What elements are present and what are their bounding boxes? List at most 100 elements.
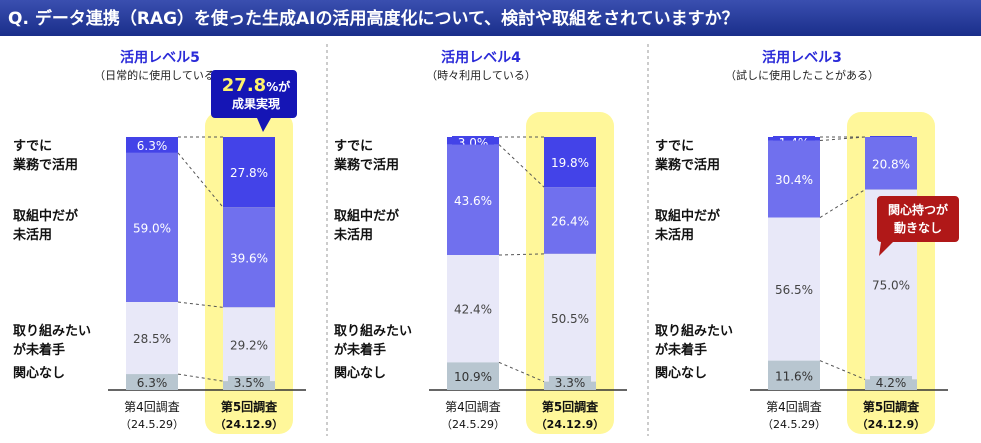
row-label: が未着手 [13,342,65,358]
row-label: 取り組みたい [13,323,91,339]
value-label: 50.5% [551,312,589,326]
connector-line [498,253,545,256]
bar-segment [865,137,917,190]
value-label: 6.3% [137,376,168,390]
title-bar-background [0,0,981,36]
value-label-box [870,376,912,390]
category-date: （24.5.29） [441,418,505,431]
value-label: 19.8% [551,156,589,170]
row-label: すでに [334,139,373,154]
row-label: 関心なし [13,366,65,381]
bar-segment [447,362,499,390]
value-label: 30.4% [775,173,813,187]
value-label-box [228,376,270,390]
row-label: 関心なし [334,366,386,381]
value-label-box [549,376,591,390]
value-label: 29.2% [230,338,268,352]
bar-segment [223,207,275,308]
row-label: が未着手 [334,342,386,358]
panel-2: 活用レベル4 （時々利用している） すでに業務で活用取組中だが未活用取り組みたいが未… [326,44,627,436]
panel-subtitle: （時々利用している） [426,69,536,82]
value-label: 56.5% [775,283,813,297]
connector-line [498,144,545,188]
value-label: 39.6% [230,251,268,265]
bar-segment [768,360,820,390]
callout-shape [877,196,959,256]
bar-segment [544,187,596,254]
row-label: 取り組みたい [655,323,733,339]
category-date: （24.5.29） [120,418,184,431]
bar-segment [126,302,178,375]
row-label: すでに [13,139,52,154]
row-label: 未活用 [12,227,52,243]
bar-segment [544,137,596,188]
bar-segment [447,255,499,363]
row-label: 取り組みたい [334,323,412,339]
panel-1: 活用レベル5 （日常的に使用している） すでに業務で活用取組中だが未活用取り組みたい… [12,49,306,434]
value-label: 3.5% [234,376,265,390]
bar-segment [544,253,596,382]
value-label: 6.3% [137,139,168,153]
callout-text: 成果実現 [232,96,280,111]
row-label: 業務で活用 [12,157,78,173]
row-label: 取組中だが [13,208,78,224]
connector-line [177,301,224,308]
value-label: 10.9% [454,370,492,384]
connector-line [819,136,866,142]
value-label: 28.5% [133,332,171,346]
value-label: 3.3% [555,376,586,390]
category-date: （24.12.9） [857,418,926,431]
row-label: 未活用 [654,227,694,243]
panel-subtitle: （日常的に使用している） [94,68,226,82]
panel-title: 活用レベル4 [441,49,521,66]
row-label: すでに [655,139,694,154]
value-label: 26.4% [551,214,589,228]
category-label: 第5回調査 [221,399,278,414]
category-label: 第5回調査 [542,399,599,414]
value-label: 20.8% [872,157,910,171]
category-date: （24.12.9） [215,418,284,431]
stacked-bar-2: 0.0%20.8%75.0%4.2% [865,136,917,390]
bar-segment [126,152,178,303]
category-label: 第5回調査 [863,399,920,414]
callout-text: 動きなし [894,220,942,235]
bar-segment [447,144,499,256]
bar-segment [223,137,275,208]
chart-panels: 活用レベル5 （日常的に使用している） すでに業務で活用取組中だが未活用取り組みたい… [12,44,959,436]
bar-segment [768,140,820,218]
value-label: 42.4% [454,303,492,317]
stacked-bar-2: 19.8% 26.4% 50.5% 3.3% [544,137,596,390]
category-date: （24.5.29） [762,418,826,431]
row-label: 未活用 [333,227,373,243]
bar-segment [126,374,178,390]
bar-segment [768,217,820,361]
value-label: 59.0% [133,221,171,235]
connector-line [498,361,545,383]
category-label: 第4回調査 [766,400,822,414]
category-label: 第4回調査 [124,400,180,414]
connector-line [177,373,224,382]
stacked-bar-2: 27.8% 39.6% 29.2% 3.5% [223,137,275,390]
row-label: 業務で活用 [333,157,399,173]
stacked-bar-1: 1.4%30.4%56.5%11.6% [768,136,820,390]
connector-line [819,189,866,218]
row-label: 関心なし [655,366,707,381]
row-label: 取組中だが [655,208,720,224]
bar-segment [126,137,178,153]
connector-line [819,360,866,380]
category-date: （24.12.9） [536,418,605,431]
callout-value: 27.8%が [222,75,290,96]
category-label: 第4回調査 [445,400,501,414]
value-label: 4.2% [876,376,907,390]
value-label: 75.0% [872,278,910,292]
panel-3: 活用レベル3 （試しに使用したことがある） すでに業務で活用取組中だが未活用取り組み… [647,44,959,436]
callout-text: 関心持つが [888,202,948,217]
panel-title: 活用レベル3 [762,49,842,66]
value-label: 43.6% [454,194,492,208]
value-label: 27.8% [230,166,268,180]
stacked-bar-1: 6.3% 59.0% 28.5% 6.3% [126,137,178,390]
row-label: 取組中だが [334,208,399,224]
